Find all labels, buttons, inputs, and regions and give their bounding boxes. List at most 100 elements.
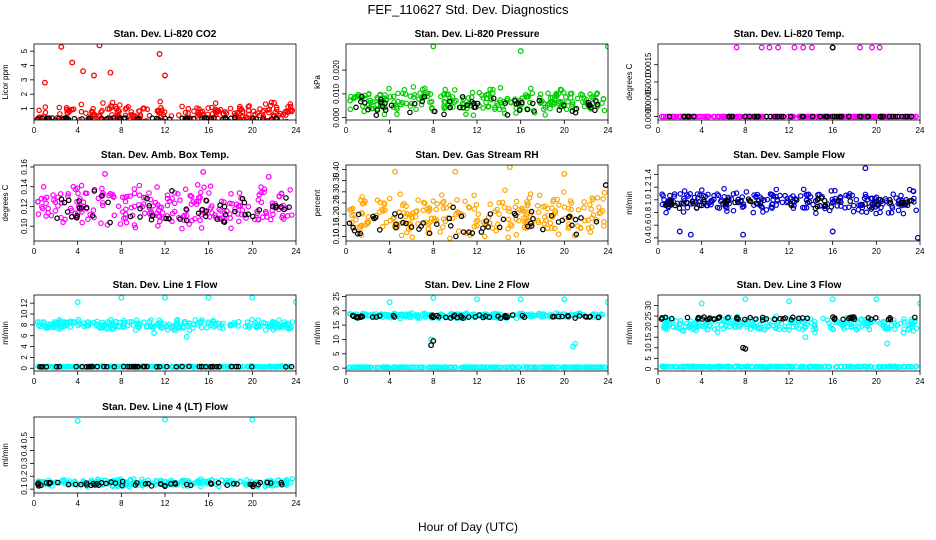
data-point bbox=[687, 318, 694, 325]
data-point bbox=[659, 191, 665, 198]
data-point bbox=[908, 364, 914, 370]
data-point bbox=[593, 91, 600, 98]
data-point bbox=[867, 195, 874, 202]
data-point bbox=[164, 363, 170, 370]
data-point bbox=[393, 221, 399, 228]
data-point bbox=[506, 208, 512, 215]
data-point bbox=[578, 215, 584, 221]
scatter-panel: Stan. Dev. Line 3 Flow ml/min 0 4 8 12 16 20 24 0… bbox=[625, 280, 925, 386]
data-point bbox=[498, 364, 505, 371]
data-point bbox=[812, 326, 819, 332]
data-point bbox=[79, 116, 85, 120]
data-point bbox=[826, 363, 833, 370]
data-point bbox=[487, 201, 494, 208]
data-point bbox=[695, 316, 701, 322]
data-point bbox=[66, 121, 70, 125]
points-layer bbox=[34, 295, 296, 371]
data-point bbox=[864, 364, 870, 371]
data-point bbox=[149, 213, 156, 219]
data-point bbox=[176, 112, 182, 118]
data-point bbox=[766, 44, 773, 51]
data-point bbox=[289, 107, 296, 114]
data-point bbox=[409, 234, 416, 241]
data-point bbox=[257, 479, 264, 486]
data-point bbox=[205, 295, 212, 301]
data-point bbox=[90, 207, 97, 213]
data-point bbox=[394, 111, 400, 118]
data-point bbox=[258, 189, 264, 196]
data-point bbox=[422, 311, 429, 318]
data-point bbox=[441, 111, 447, 118]
data-point bbox=[388, 102, 395, 109]
data-point bbox=[91, 72, 97, 79]
data-point bbox=[475, 211, 482, 218]
data-point bbox=[243, 476, 250, 483]
data-point bbox=[363, 364, 370, 371]
scatter-panel: Stan. Dev. Gas Stream RH percent 0 4 8 12 16 20… bbox=[313, 150, 613, 256]
y-tick-label: 5 bbox=[20, 48, 29, 53]
data-point bbox=[471, 206, 478, 212]
data-point bbox=[98, 115, 105, 120]
data-point bbox=[676, 228, 683, 235]
data-point bbox=[155, 202, 161, 208]
data-point bbox=[516, 107, 523, 114]
data-point bbox=[847, 364, 853, 370]
data-point bbox=[437, 229, 443, 235]
data-point bbox=[828, 188, 835, 194]
y-tick-label: 4 bbox=[20, 344, 29, 349]
data-point bbox=[252, 319, 259, 326]
data-point bbox=[162, 72, 168, 79]
data-point bbox=[382, 207, 388, 214]
data-point bbox=[99, 319, 106, 326]
data-point bbox=[69, 213, 75, 220]
data-point bbox=[58, 44, 65, 50]
x-tick-label: 20 bbox=[248, 499, 257, 508]
data-point bbox=[732, 199, 738, 206]
data-point bbox=[158, 325, 165, 331]
data-point bbox=[726, 113, 733, 120]
data-point bbox=[273, 204, 279, 211]
data-point bbox=[706, 323, 713, 329]
data-point bbox=[246, 103, 253, 109]
data-point bbox=[144, 363, 150, 370]
data-point bbox=[831, 113, 838, 120]
data-point bbox=[103, 116, 110, 120]
data-point bbox=[183, 217, 190, 224]
data-point bbox=[91, 111, 98, 118]
data-point bbox=[279, 481, 285, 488]
data-point bbox=[426, 206, 433, 213]
data-point bbox=[698, 187, 705, 193]
data-point bbox=[386, 85, 392, 92]
data-point bbox=[370, 213, 376, 220]
data-point bbox=[810, 201, 816, 208]
data-point bbox=[104, 363, 110, 370]
data-point bbox=[867, 363, 874, 370]
data-point bbox=[98, 220, 104, 227]
data-point bbox=[677, 191, 684, 197]
data-point bbox=[496, 224, 503, 231]
y-tick-label: 0.4 bbox=[644, 232, 653, 244]
data-point bbox=[235, 203, 242, 210]
data-point bbox=[725, 194, 732, 201]
data-point bbox=[65, 481, 72, 488]
data-point bbox=[677, 317, 684, 324]
data-point bbox=[346, 364, 353, 371]
data-point bbox=[408, 100, 415, 107]
data-point bbox=[679, 363, 686, 370]
data-point bbox=[172, 481, 179, 487]
data-point bbox=[714, 325, 721, 331]
data-point bbox=[903, 199, 910, 206]
data-point bbox=[557, 86, 564, 93]
data-point bbox=[279, 212, 286, 219]
x-tick-label: 8 bbox=[743, 247, 748, 256]
data-point bbox=[873, 210, 879, 217]
data-point bbox=[741, 316, 748, 323]
data-point bbox=[833, 364, 840, 370]
data-point bbox=[524, 106, 531, 113]
data-point bbox=[262, 327, 269, 333]
data-point bbox=[90, 105, 96, 112]
data-point bbox=[693, 205, 700, 211]
data-point bbox=[227, 105, 234, 112]
data-point bbox=[864, 113, 871, 120]
